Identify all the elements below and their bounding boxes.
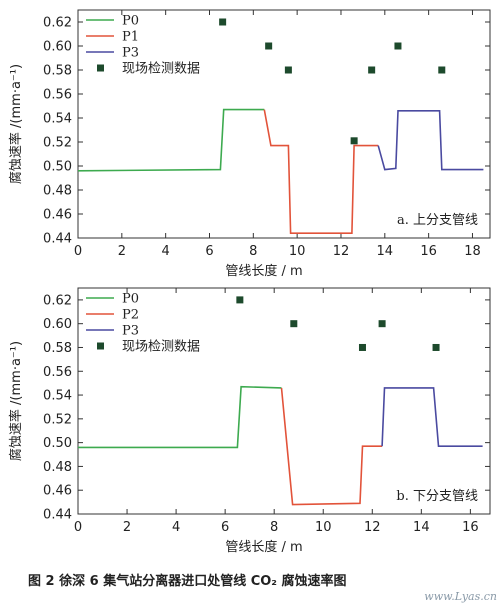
series-line-p0	[78, 385, 282, 449]
y-tick-label: 0.44	[43, 232, 72, 247]
watermark: www.Lyas.cn	[424, 590, 497, 603]
series-line-p0	[77, 108, 265, 172]
y-tick-label: 0.58	[43, 341, 72, 356]
scatter-point	[236, 296, 244, 304]
figure-caption: 图 2 徐深 6 集气站分离器进口处管线 CO₂ 腐蚀速率图	[28, 573, 347, 589]
y-tick-label: 0.46	[43, 484, 72, 499]
legend-swatch-field-data	[97, 64, 104, 72]
x-axis-label: 管线长度 / m	[225, 263, 302, 279]
y-tick-label: 0.56	[43, 365, 72, 380]
x-tick-label: 10	[315, 520, 332, 535]
x-tick-label: 6	[205, 244, 213, 259]
legend-label-p0: P0	[122, 14, 139, 29]
legend-label-p3: P3	[122, 46, 139, 61]
panel-annotation: b. 下分支管线	[396, 489, 478, 504]
scatter-point	[394, 42, 402, 50]
x-tick-label: 16	[462, 520, 479, 535]
y-tick-label: 0.48	[43, 460, 72, 475]
y-tick-label: 0.52	[43, 136, 72, 151]
y-tick-label: 0.62	[43, 293, 72, 308]
y-axis-label: 腐蚀速率 /(mm·a⁻¹)	[8, 341, 24, 461]
scatter-point	[438, 66, 446, 74]
y-tick-label: 0.48	[43, 184, 72, 199]
series-line-p3	[381, 387, 483, 448]
x-axis-label: 管线长度 / m	[225, 539, 302, 555]
scatter-point	[378, 320, 386, 328]
legend-label-p0: P0	[122, 292, 139, 307]
scatter-point	[290, 320, 298, 328]
legend-label-p2: P2	[122, 308, 139, 323]
y-tick-label: 0.62	[43, 16, 72, 31]
x-tick-label: 18	[464, 244, 481, 259]
y-tick-label: 0.46	[43, 208, 72, 223]
scatter-point	[265, 42, 273, 50]
legend-label-field-data: 现场检测数据	[122, 340, 200, 355]
scatter-point	[219, 18, 227, 26]
x-tick-label: 0	[74, 520, 82, 535]
x-tick-label: 4	[172, 520, 180, 535]
scatter-point	[284, 66, 292, 74]
y-tick-label: 0.60	[43, 317, 72, 332]
y-tick-label: 0.60	[43, 40, 72, 55]
y-tick-label: 0.50	[43, 436, 72, 451]
x-tick-label: 0	[74, 244, 82, 259]
x-tick-label: 8	[270, 520, 278, 535]
x-tick-label: 2	[118, 244, 126, 259]
x-tick-label: 10	[289, 244, 306, 259]
x-tick-label: 14	[413, 520, 430, 535]
x-tick-label: 2	[123, 520, 131, 535]
y-tick-label: 0.58	[43, 64, 72, 79]
x-tick-label: 4	[162, 244, 170, 259]
legend-swatch-field-data	[97, 342, 104, 350]
plot-frame	[77, 287, 491, 515]
y-tick-label: 0.52	[43, 412, 72, 427]
plot-frame	[77, 9, 491, 239]
chart-panel-b: 0.44 0.46 0.48 0.50 0.52 0.54 0.56 0.58 0.60 0.62…	[8, 287, 491, 555]
x-tick-label: 6	[221, 520, 229, 535]
x-tick-label: 12	[333, 244, 350, 259]
series-line-p3	[377, 110, 484, 171]
y-axis-label: 腐蚀速率 /(mm·a⁻¹)	[8, 64, 24, 184]
chart-panel-a: 0.44 0.46 0.48 0.50 0.52 0.54 0.56 0.58 0.60 0.62…	[8, 9, 491, 279]
scatter-point	[350, 137, 358, 145]
series-line-p2	[280, 387, 383, 506]
x-tick-label: 12	[364, 520, 381, 535]
y-tick-label: 0.56	[43, 88, 72, 103]
legend-label-p1: P1	[122, 30, 139, 45]
scatter-point	[358, 343, 366, 351]
y-tick-label: 0.54	[43, 389, 72, 404]
legend-label-p3: P3	[122, 324, 139, 339]
y-tick-label: 0.44	[43, 508, 72, 523]
series-line-p1	[263, 109, 379, 234]
x-tick-label: 8	[249, 244, 257, 259]
x-tick-label: 16	[420, 244, 437, 259]
y-tick-label: 0.50	[43, 160, 72, 175]
scatter-point	[368, 66, 376, 74]
panel-annotation: a. 上分支管线	[397, 213, 478, 228]
scatter-point	[432, 343, 440, 351]
legend-label-field-data: 现场检测数据	[122, 62, 200, 77]
y-tick-label: 0.54	[43, 112, 72, 127]
x-tick-label: 14	[377, 244, 394, 259]
